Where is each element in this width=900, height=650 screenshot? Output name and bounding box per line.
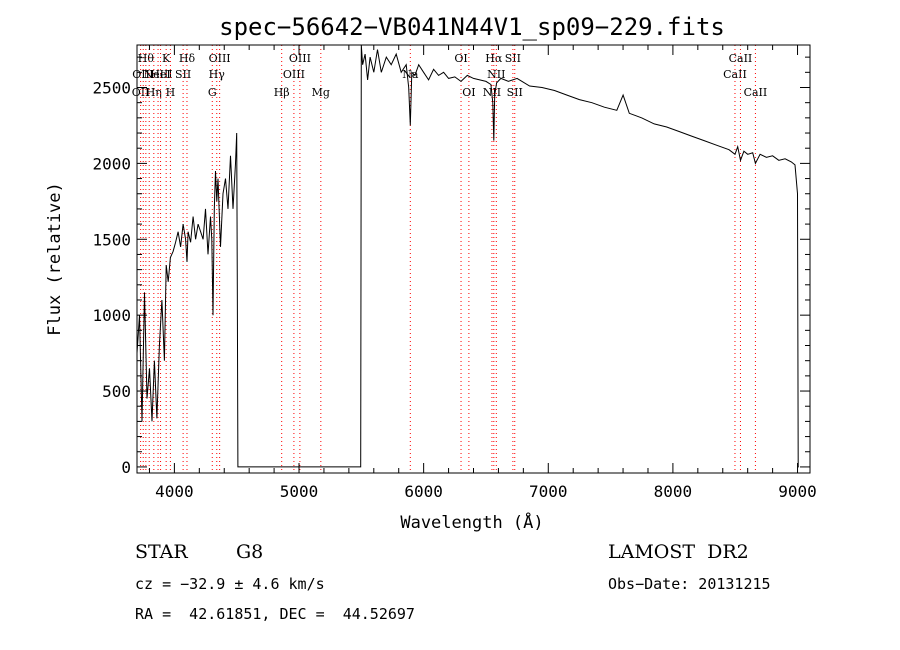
spectral-line-label: OI — [462, 86, 475, 99]
observation-date: Obs−Date: 20131215 — [608, 575, 771, 593]
x-tick-label: 5000 — [280, 482, 319, 501]
spectral-line-label: OIII — [289, 52, 311, 65]
y-tick-label: 2500 — [92, 78, 131, 97]
spectral-line-label: K — [162, 52, 171, 65]
x-axis-label: Wavelength (Å) — [400, 511, 543, 533]
spectral-line-label: Na — [402, 68, 419, 81]
x-tick-label: 7000 — [529, 482, 568, 501]
spectrum-series — [136, 44, 799, 468]
y-tick-label: 0 — [121, 458, 131, 477]
spectral-line-label: Hδ — [179, 52, 196, 65]
spectral-line-label: G — [208, 86, 217, 99]
y-tick-label: 500 — [102, 382, 131, 401]
spectral-line-label: OII — [132, 86, 150, 99]
x-tick-label: 9000 — [778, 482, 817, 501]
y-axis-label: Flux (relative) — [45, 182, 65, 336]
spectral-line-label: Mg — [312, 86, 330, 99]
x-tick-label: 6000 — [404, 482, 443, 501]
spectral-line-label: Hα — [485, 52, 503, 65]
spectral-line-label: OIII — [209, 52, 231, 65]
y-tick-label: 2000 — [92, 154, 131, 173]
spectrum-line — [136, 44, 799, 468]
spectral-line-label: OI — [454, 52, 467, 65]
survey-release: LAMOST DR2 — [608, 541, 749, 563]
spectral-line-label: SII — [507, 86, 523, 99]
spectral-line-label: CaII — [744, 86, 768, 99]
spectral-line-label: H — [166, 86, 176, 99]
x-tick-label: 8000 — [654, 482, 693, 501]
spectral-line-label: CaII — [723, 68, 747, 81]
spectral-line-label: NeIII — [143, 68, 172, 81]
spectral-subclass: G8 — [236, 541, 263, 563]
chart-title: spec−56642−VB041N44V1_sp09−229.fits — [219, 13, 725, 41]
redshift-velocity: cz = −32.9 ± 4.6 km/s — [135, 575, 325, 593]
spectral-line-label: Hγ — [209, 68, 226, 81]
spectral-line-label: Hη — [146, 86, 162, 99]
spectral-line-label: Hθ — [138, 52, 155, 65]
axis-ticks: 4000 5000 6000 7000 8000 9000 0 500 1000 1500 2000… — [92, 45, 817, 501]
spectral-line-label: NII — [487, 68, 505, 81]
spectral-line-label: OIII — [283, 68, 305, 81]
spectral-line-label: SII — [175, 68, 191, 81]
object-type: STAR — [135, 541, 188, 563]
spectral-line-label: SII — [505, 52, 521, 65]
spectral-line-label: HeI — [150, 68, 170, 81]
spectral-line-label: Hβ — [274, 86, 290, 99]
y-tick-label: 1500 — [92, 230, 131, 249]
spectrum-info-block: STAR G8 LAMOST DR2 cz = −32.9 ± 4.6 km/s… — [135, 541, 771, 623]
y-tick-label: 1000 — [92, 306, 131, 325]
x-tick-label: 4000 — [155, 482, 194, 501]
spectral-line-label: CaII — [729, 52, 753, 65]
sky-coordinates: RA = 42.61851, DEC = 44.52697 — [135, 605, 415, 623]
